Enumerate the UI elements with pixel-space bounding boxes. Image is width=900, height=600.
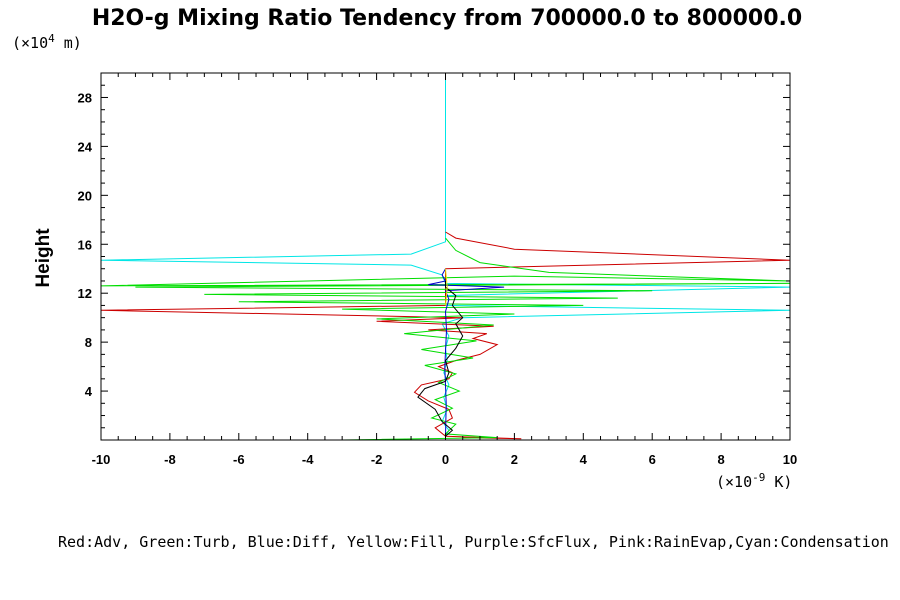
x-tick-label: -2 xyxy=(371,452,383,467)
y-tick-label: 8 xyxy=(85,335,92,350)
y-tick-label: 4 xyxy=(85,384,93,399)
series-line-0 xyxy=(101,73,790,437)
x-tick-label: -4 xyxy=(302,452,314,467)
x-tick-label: 6 xyxy=(649,452,656,467)
y-tick-label: 16 xyxy=(78,237,92,252)
x-unit-label: (×10-9 K) xyxy=(716,471,792,491)
x-tick-label: 0 xyxy=(442,452,449,467)
x-tick-label: 10 xyxy=(783,452,797,467)
y-unit-label: (×104 m) xyxy=(12,32,82,52)
y-axis-label: Height xyxy=(33,228,54,288)
y-tick-labels: 4 8 12 16 20 24 28 xyxy=(78,90,93,399)
x-tick-label: 2 xyxy=(511,452,518,467)
series-line-4 xyxy=(417,281,464,437)
x-tick-label: 4 xyxy=(580,452,588,467)
series-line-2 xyxy=(101,237,790,440)
series-line-5 xyxy=(445,268,448,306)
y-tick-label: 12 xyxy=(78,286,92,301)
plot-series xyxy=(101,73,790,440)
chart-title: H2O-g Mixing Ratio Tendency from 700000.… xyxy=(92,6,802,31)
series-line-1 xyxy=(101,231,790,440)
x-tick-label: 8 xyxy=(717,452,724,467)
series-line-3 xyxy=(428,268,505,438)
y-tick-label: 20 xyxy=(78,188,92,203)
y-tick-label: 28 xyxy=(78,90,92,105)
legend-text: Red:Adv, Green:Turb, Blue:Diff, Yellow:F… xyxy=(58,533,889,551)
x-tick-labels: -10 -8 -6 -4 -2 0 2 4 6 8 10 xyxy=(92,452,798,467)
x-tick-label: -6 xyxy=(233,452,245,467)
plot-frame xyxy=(100,72,791,441)
x-tick-label: -10 xyxy=(92,452,111,467)
x-tick-label: -8 xyxy=(164,452,176,467)
y-tick-label: 24 xyxy=(78,139,93,154)
